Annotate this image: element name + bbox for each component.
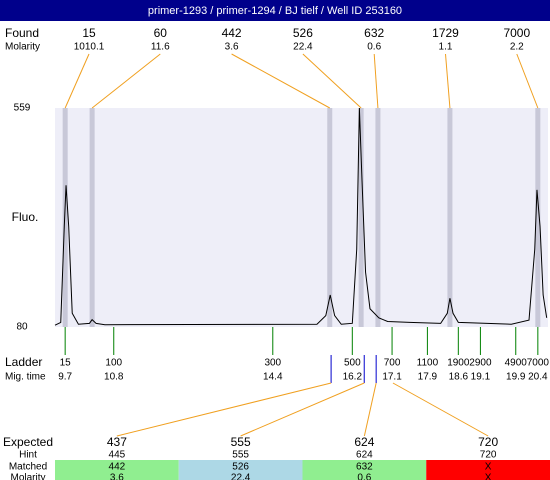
- expected-link: [240, 382, 365, 437]
- row-label: Molarity: [10, 473, 45, 480]
- molarity-cell: 0.6: [357, 473, 371, 480]
- peak-band: [62, 108, 68, 327]
- ladder-size: 7000: [527, 358, 550, 369]
- ladder-size: 700: [384, 358, 401, 369]
- peak-band: [358, 108, 364, 327]
- ladder-size: 1900: [447, 358, 470, 369]
- ladder-time: 16.2: [343, 372, 363, 383]
- plot-area: [55, 108, 548, 327]
- trace: [54, 107, 548, 326]
- peak-link: [516, 53, 539, 109]
- peak-link: [231, 53, 331, 109]
- expected-link: [116, 382, 332, 437]
- expected-cell: 437: [107, 435, 127, 449]
- found-label: Found: [5, 26, 39, 40]
- found-molarity: 1010.1: [74, 42, 105, 53]
- y-tick-label: 80: [16, 322, 28, 333]
- ladder-size: 1100: [417, 358, 439, 369]
- ladder-size: 100: [105, 358, 122, 369]
- peak-band: [535, 108, 541, 327]
- matched-cell: [178, 460, 303, 480]
- peak-band: [375, 108, 381, 327]
- found-size: 60: [154, 26, 168, 40]
- peak-band: [89, 108, 95, 327]
- found-molarity: 1.1: [439, 42, 453, 53]
- found-molarity: 0.6: [367, 42, 381, 53]
- found-size: 632: [364, 26, 384, 40]
- found-size: 15: [82, 26, 96, 40]
- found-molarity: 2.2: [510, 42, 524, 53]
- expected-link: [363, 382, 377, 437]
- hint-cell: 555: [232, 450, 249, 461]
- row-label: Matched: [9, 462, 47, 473]
- ladder-time: 14.4: [263, 372, 283, 383]
- found-size: 1729: [432, 26, 459, 40]
- matched-cell: 442: [109, 462, 126, 473]
- peak-link: [373, 53, 379, 109]
- row-label: Expected: [3, 435, 53, 449]
- peak-link: [445, 53, 451, 109]
- molarity-cell: 3.6: [110, 473, 124, 480]
- matched-cell: X: [485, 462, 492, 473]
- y-tick-label: 559: [14, 103, 31, 114]
- molarity-cell: X: [485, 473, 492, 480]
- ladder-time: 10.8: [104, 372, 124, 383]
- ladder-time: 20.4: [528, 372, 548, 383]
- expected-cell: 720: [478, 435, 498, 449]
- matched-cell: [426, 460, 550, 480]
- expected-link: [392, 382, 489, 437]
- matched-cell: [302, 460, 427, 480]
- hint-cell: 624: [356, 450, 373, 461]
- peak-link: [91, 53, 161, 109]
- ladder-time: 18.6: [449, 372, 469, 383]
- ladder-time: 19.1: [471, 372, 491, 383]
- found-molarity: 3.6: [225, 42, 239, 53]
- ladder-size: 2900: [469, 358, 492, 369]
- peak-link: [302, 53, 362, 109]
- ladder-time: 17.9: [418, 372, 438, 383]
- ladder-size: 300: [264, 358, 281, 369]
- ladder-label: Ladder: [5, 355, 42, 369]
- header-bar: [0, 0, 550, 21]
- mig-time-label: Mig. time: [5, 372, 46, 383]
- title: primer-1293 / primer-1294 / BJ tielf / W…: [148, 5, 402, 17]
- ladder-size: 500: [344, 358, 361, 369]
- molarity-label: Molarity: [5, 42, 40, 53]
- found-size: 442: [222, 26, 242, 40]
- matched-cell: [55, 460, 179, 480]
- found-size: 7000: [503, 26, 530, 40]
- ladder-size: 15: [60, 358, 72, 369]
- molarity-cell: 22.4: [231, 473, 251, 480]
- found-size: 526: [293, 26, 313, 40]
- hint-cell: 720: [480, 450, 497, 461]
- y-label: Fluo.: [12, 210, 39, 224]
- matched-cell: 632: [356, 462, 373, 473]
- found-molarity: 22.4: [293, 42, 313, 53]
- ladder-size: 4900: [505, 358, 528, 369]
- row-label: Hint: [19, 450, 37, 461]
- ladder-time: 17.1: [382, 372, 402, 383]
- ladder-time: 19.9: [506, 372, 526, 383]
- ladder-time: 9.7: [58, 372, 72, 383]
- expected-cell: 555: [231, 435, 251, 449]
- expected-cell: 624: [354, 435, 374, 449]
- matched-cell: 526: [232, 462, 249, 473]
- found-molarity: 11.6: [151, 42, 170, 53]
- peak-band: [327, 108, 333, 327]
- peak-link: [64, 53, 90, 109]
- peak-band: [447, 108, 453, 327]
- hint-cell: 445: [109, 450, 126, 461]
